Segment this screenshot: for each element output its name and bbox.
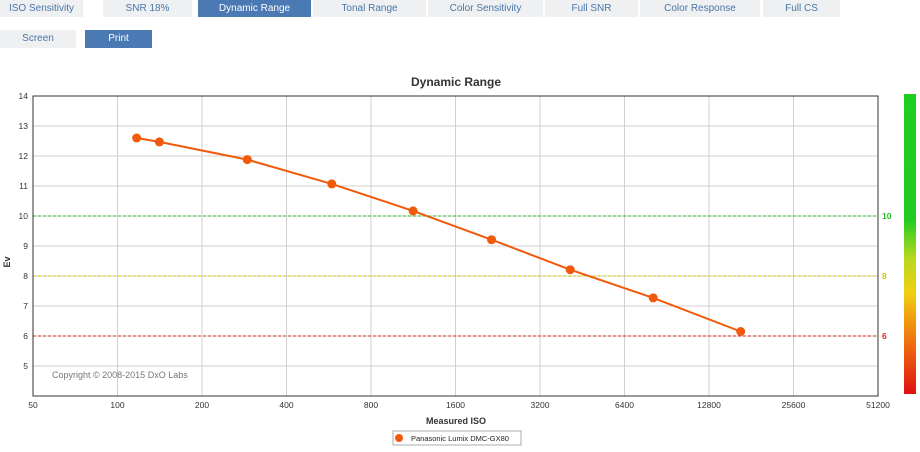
chart-title: Dynamic Range xyxy=(411,75,501,89)
plot-frame xyxy=(32,95,879,397)
color-scale-bar xyxy=(904,94,916,394)
y-tick-label: 7 xyxy=(23,301,28,311)
tab-color-response[interactable]: Color Response xyxy=(640,0,760,17)
x-tick-label: 6400 xyxy=(615,400,634,410)
tab-bar: ISO Sensitivity SNR 18% Dynamic Range To… xyxy=(0,0,920,17)
y-tick-label: 5 xyxy=(23,361,28,371)
data-point xyxy=(132,133,142,143)
tab-snr-18[interactable]: SNR 18% xyxy=(103,0,192,17)
x-axis-label: Measured ISO xyxy=(426,416,486,426)
reference-line-label: 8 xyxy=(882,271,887,281)
x-tick-label: 51200 xyxy=(866,400,890,410)
tab-color-sensitivity[interactable]: Color Sensitivity xyxy=(428,0,543,17)
reference-line-label: 10 xyxy=(882,211,892,221)
x-tick-label: 100 xyxy=(110,400,124,410)
y-tick-label: 14 xyxy=(19,91,29,101)
y-axis-label: Ev xyxy=(2,256,12,267)
x-tick-label: 400 xyxy=(279,400,293,410)
copyright-annotation: Copyright © 2008-2015 DxO Labs xyxy=(52,370,188,380)
reference-lines xyxy=(33,215,878,337)
reference-labels: 10 8 6 xyxy=(882,211,892,341)
x-tick-label: 200 xyxy=(195,400,209,410)
legend-marker xyxy=(395,434,403,442)
legend-box xyxy=(392,430,522,446)
data-point xyxy=(327,179,337,189)
data-point xyxy=(154,137,164,147)
x-tick-label: 3200 xyxy=(531,400,550,410)
series-line xyxy=(136,137,742,333)
data-point xyxy=(736,327,746,336)
y-tick-label: 12 xyxy=(19,151,29,161)
x-tick-label: 12800 xyxy=(697,400,721,410)
x-tick-label: 50 xyxy=(28,400,38,410)
data-point xyxy=(408,206,418,216)
data-point xyxy=(242,155,252,165)
x-tick-label: 25600 xyxy=(782,400,806,410)
tab-tonal-range[interactable]: Tonal Range xyxy=(313,0,426,17)
series-layer xyxy=(132,133,746,336)
y-tick-label: 11 xyxy=(19,181,28,191)
data-point xyxy=(487,235,497,245)
tab-full-cs[interactable]: Full CS xyxy=(763,0,840,17)
x-axis-ticks: 50 100 200 400 800 1600 3200 6400 12800 25600 5120… xyxy=(28,400,890,410)
y-tick-label: 10 xyxy=(19,211,29,221)
x-tick-label: 1600 xyxy=(446,400,465,410)
y-tick-label: 13 xyxy=(19,121,29,131)
legend[interactable]: Panasonic Lumix DMC-GX80 xyxy=(392,430,522,446)
y-tick-label: 9 xyxy=(23,241,28,251)
data-point xyxy=(565,265,575,275)
x-tick-label: 800 xyxy=(364,400,378,410)
y-tick-label: 6 xyxy=(23,331,28,341)
reference-line-label: 6 xyxy=(882,331,887,341)
tab-iso-sensitivity[interactable]: ISO Sensitivity xyxy=(0,0,83,17)
screen-button[interactable]: Screen xyxy=(0,30,76,48)
y-tick-label: 8 xyxy=(23,271,28,281)
y-axis-ticks: 5 6 7 8 9 10 11 12 13 14 xyxy=(19,91,29,371)
print-button[interactable]: Print xyxy=(85,30,152,48)
tab-dynamic-range[interactable]: Dynamic Range xyxy=(198,0,311,17)
data-point xyxy=(648,293,658,303)
tab-full-snr[interactable]: Full SNR xyxy=(545,0,638,17)
legend-label: Panasonic Lumix DMC-GX80 xyxy=(411,434,509,443)
